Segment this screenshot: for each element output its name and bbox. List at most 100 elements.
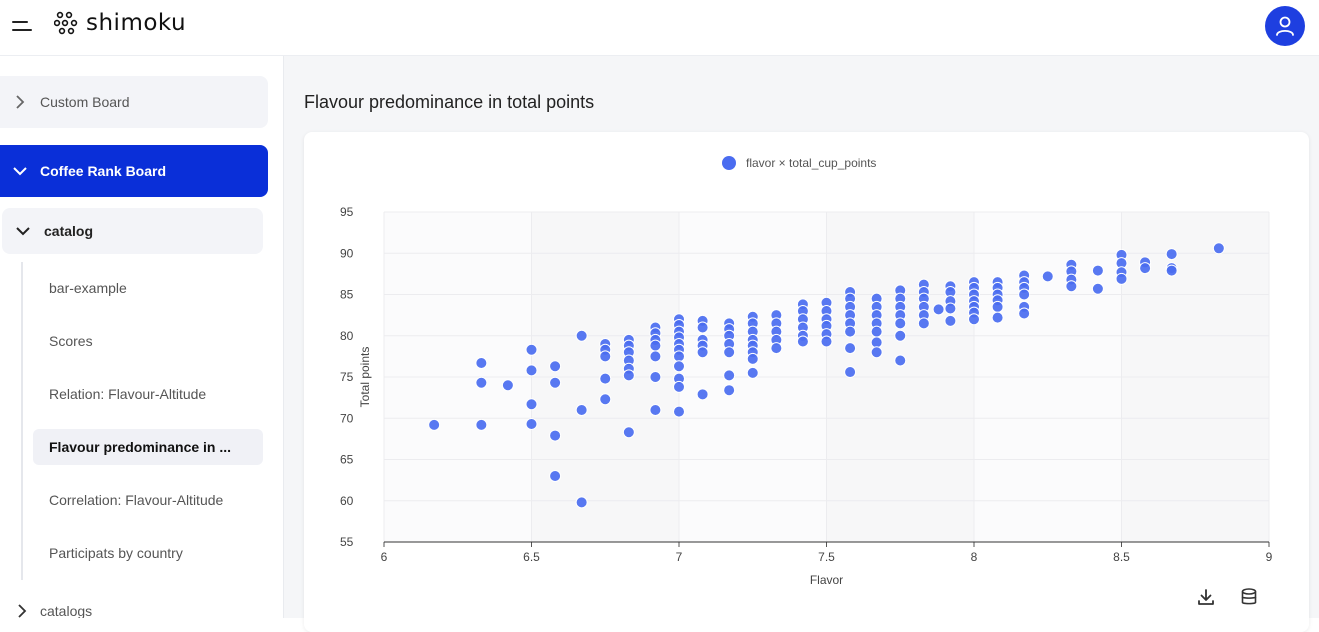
catalogs-group[interactable]: catalogs	[8, 600, 92, 618]
y-tick-label: 80	[340, 329, 354, 343]
scatter-point	[696, 388, 709, 401]
scatter-point	[844, 342, 857, 355]
scatter-point	[475, 376, 488, 389]
scatter-point	[1041, 270, 1054, 283]
scatter-point	[870, 325, 883, 338]
menu-item-bar-example[interactable]: bar-example	[49, 280, 127, 296]
scatter-point	[549, 360, 562, 373]
y-axis-title: Total points	[358, 347, 372, 408]
scatter-point	[525, 343, 538, 356]
page-title: Flavour predominance in total points	[304, 92, 595, 112]
scatter-point	[932, 303, 945, 316]
data-button[interactable]	[1237, 585, 1261, 609]
scatter-point	[525, 418, 538, 431]
hamburger-icon[interactable]	[12, 18, 32, 34]
sidebar: Custom Board Coffee Rank Board catalog b…	[0, 56, 284, 618]
scatter-point	[501, 379, 514, 392]
x-tick-label: 7.5	[818, 550, 835, 564]
scatter-point	[1091, 282, 1104, 295]
tree-line	[21, 262, 23, 580]
scatter-point	[525, 364, 538, 377]
scatter-point	[894, 354, 907, 367]
y-tick-label: 95	[340, 205, 354, 219]
chevron-right-icon	[11, 93, 29, 111]
y-tick-label: 75	[340, 370, 354, 384]
scatter-point	[673, 380, 685, 393]
main-content: Flavour predominance in total points fla…	[284, 56, 1319, 632]
scatter-point	[649, 350, 662, 363]
scatter-point	[673, 405, 685, 418]
scatter-point	[917, 317, 930, 330]
download-icon	[1198, 589, 1214, 605]
y-tick-label: 55	[340, 535, 354, 549]
scatter-point	[894, 317, 907, 330]
scatter-point	[844, 325, 857, 338]
scatter-point	[796, 335, 809, 348]
scatter-point	[575, 404, 588, 416]
scatter-point	[475, 418, 488, 431]
download-button[interactable]	[1194, 585, 1218, 609]
scatter-point	[968, 313, 980, 326]
scatter-point	[622, 426, 635, 439]
scatter-point	[599, 350, 612, 363]
x-tick-label: 6.5	[523, 550, 540, 564]
top-bar: shimoku	[0, 0, 1319, 56]
scatter-point	[649, 371, 662, 383]
legend-label: flavor × total_cup_points	[746, 156, 877, 170]
menu-item-flavour-predominance[interactable]: Flavour predominance in ...	[33, 429, 263, 465]
scatter-point	[549, 470, 562, 482]
scatter-point	[673, 350, 685, 363]
scatter-point	[991, 311, 1004, 324]
chart-legend[interactable]: flavor × total_cup_points	[722, 156, 876, 170]
board-coffee-rank-board[interactable]: Coffee Rank Board	[0, 145, 268, 197]
scatter-point	[525, 398, 538, 411]
scatter-point	[723, 384, 736, 397]
scatter-point	[944, 314, 957, 327]
scatter-point	[696, 346, 709, 359]
menu-item-relation-flavour-altitude[interactable]: Relation: Flavour-Altitude	[49, 386, 207, 402]
scatter-point	[1091, 264, 1104, 277]
catalog-label: catalog	[44, 223, 94, 239]
logo-mark-icon	[54, 11, 78, 35]
scatter-point	[991, 300, 1004, 313]
board-label: Custom Board	[40, 94, 130, 110]
scatter-point	[673, 360, 685, 373]
scatter-point	[475, 356, 488, 369]
scatter-point	[870, 346, 883, 359]
user-avatar-button[interactable]	[1265, 6, 1305, 46]
logo[interactable]: shimoku	[54, 10, 186, 36]
scatter-point	[820, 335, 833, 348]
scatter-point	[870, 336, 883, 349]
menu-item-scores[interactable]: Scores	[49, 333, 93, 349]
scatter-point	[549, 376, 562, 389]
catalog-group[interactable]: catalog	[2, 208, 263, 254]
scatter-point	[723, 346, 736, 359]
scatter-point	[649, 339, 662, 352]
catalogs-label: catalogs	[40, 603, 93, 618]
y-tick-label: 60	[340, 494, 354, 508]
menu-item-correlation-flavour-altitude[interactable]: Correlation: Flavour-Altitude	[49, 492, 224, 508]
scatter-point	[575, 496, 588, 509]
scatter-point	[599, 393, 612, 406]
scatter-point	[1018, 307, 1031, 320]
chevron-right-icon	[16, 602, 28, 618]
y-tick-label: 90	[340, 246, 354, 260]
board-custom-board[interactable]: Custom Board	[0, 76, 268, 128]
chevron-down-icon	[11, 162, 29, 180]
menu-item-participats-by-country[interactable]: Participats by country	[49, 545, 183, 561]
scatter-point	[723, 369, 736, 382]
user-icon	[1276, 16, 1294, 36]
x-axis-title: Flavor	[810, 573, 843, 587]
scatter-point	[944, 302, 957, 315]
database-icon	[1241, 588, 1257, 605]
legend-marker	[722, 156, 736, 170]
scatter-point	[746, 366, 759, 379]
scatter-point	[770, 342, 783, 355]
chart-card: flavor × total_cup_points 95 90 85 80 75 70 65…	[304, 132, 1309, 632]
scatter-point	[1115, 272, 1128, 285]
board-label: Coffee Rank Board	[40, 163, 167, 179]
x-tick-label: 8.5	[1113, 550, 1130, 564]
scatter-point	[622, 369, 635, 382]
logo-text: shimoku	[86, 10, 187, 36]
scatter-chart: 95 90 85 80 75 70 65 60 55 6 6.5 7 7.5 8 8.5 9 Flavor Tot…	[340, 205, 1273, 587]
